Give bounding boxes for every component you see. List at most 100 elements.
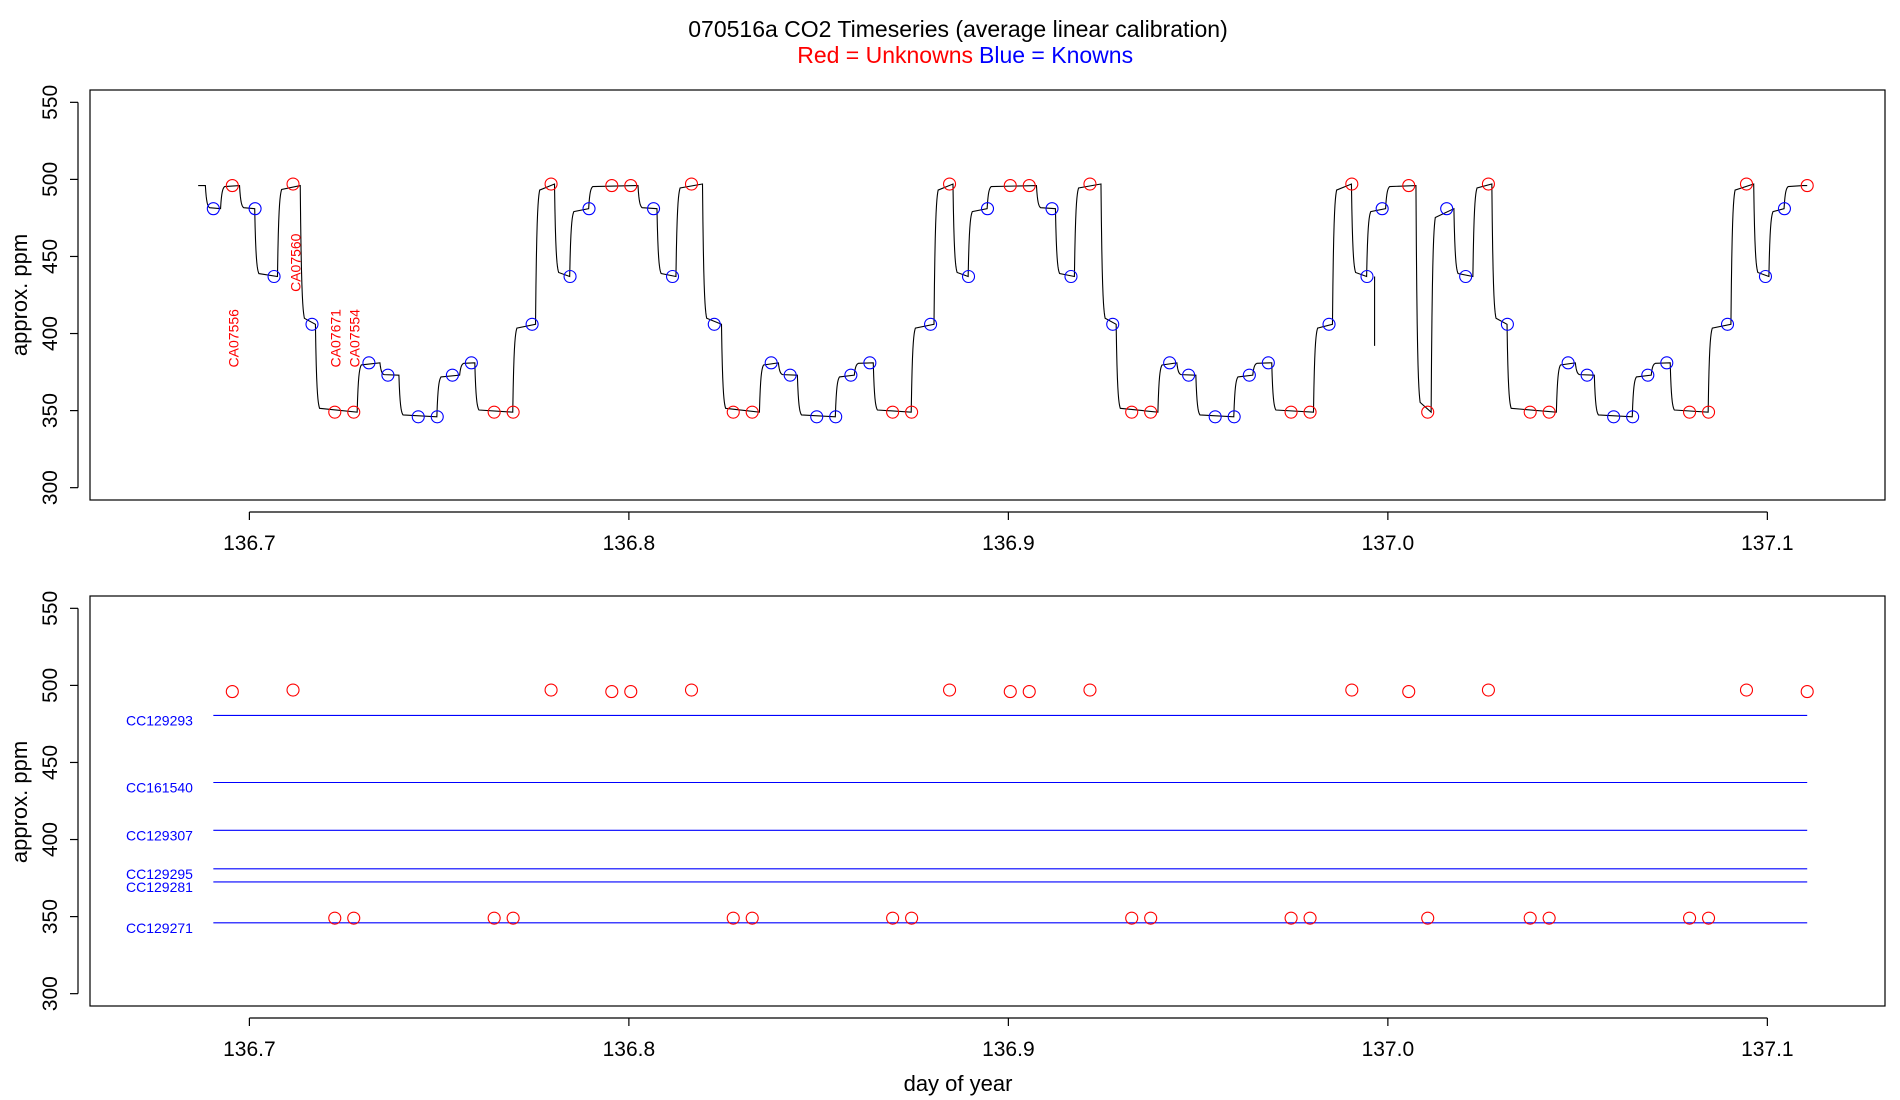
unknown-point [347, 911, 361, 925]
known-point [1064, 269, 1078, 284]
known-point [430, 410, 444, 424]
unknown-point [1701, 911, 1716, 925]
unknown-point [684, 683, 699, 697]
y-tick-label: 350 [39, 899, 62, 934]
unknown-point [905, 911, 919, 925]
known-point [863, 356, 877, 370]
known-point [1360, 269, 1374, 284]
known-point [924, 317, 938, 331]
known-point [665, 269, 680, 284]
bottom-plot-area: CC129293 CC161540 CC129307 CC129295CC129281… [126, 683, 1814, 936]
known-point [961, 269, 976, 284]
unknown-point [328, 405, 342, 419]
x-tick-label: 137.1 [1741, 532, 1794, 555]
unknown-point [487, 911, 501, 925]
known-point [1163, 356, 1177, 370]
known-point [829, 410, 843, 424]
known-point [1500, 317, 1514, 331]
unknown-point [684, 177, 699, 191]
unknown-point [1542, 911, 1556, 925]
unknown-point [726, 405, 740, 419]
unknown-point [1003, 685, 1017, 699]
chart-title: 070516a CO2 Timeseries (average linear c… [688, 16, 1228, 42]
x-tick-label: 136.7 [223, 1038, 276, 1061]
unknown-point [286, 683, 300, 697]
known-point [1440, 202, 1454, 216]
known-point [381, 368, 395, 382]
unknown-point [1739, 683, 1754, 697]
unknown-point [1083, 683, 1097, 697]
x-tick-label: 137.0 [1362, 532, 1415, 555]
y-tick-label: 500 [39, 162, 62, 197]
sample-label-ca07554: CA07554 [347, 309, 363, 368]
bottom-y-axis: 300 350 400 450 500 550 [39, 591, 79, 1011]
unknown-point [745, 911, 759, 925]
subtitle-unknowns: Red = Unknowns [797, 42, 973, 68]
unknown-point [605, 685, 619, 699]
known-point [445, 368, 459, 382]
known-point [411, 410, 425, 424]
bottom-x-axis-title: day of year [904, 1071, 1013, 1096]
known-point [582, 202, 596, 216]
known-point [1208, 410, 1222, 424]
sample-label-ca07671: CA07671 [328, 309, 344, 368]
standard-label-cc129271: CC129271 [126, 920, 193, 936]
known-point [563, 269, 577, 284]
subtitle-knowns: Blue = Knowns [979, 42, 1133, 68]
y-tick-label: 350 [39, 393, 62, 428]
unknown-point [225, 685, 239, 699]
known-point [1720, 317, 1735, 331]
unknown-point [1542, 405, 1556, 419]
unknown-point [1022, 685, 1036, 699]
unknown-point [1421, 911, 1435, 925]
unknown-point [225, 179, 239, 193]
unknown-point [943, 683, 957, 697]
unknown-point [1003, 179, 1017, 193]
known-point [810, 410, 824, 424]
unknown-point [1125, 405, 1139, 419]
unknown-point [1022, 179, 1036, 193]
bottom-x-axis: 136.7 136.8 136.9 137.0 137.1 [223, 1017, 1794, 1061]
known-point [1242, 368, 1256, 382]
standard-label-cc129307: CC129307 [126, 827, 193, 843]
known-point [1561, 356, 1575, 370]
known-point [1607, 410, 1621, 424]
unknown-point [286, 177, 300, 191]
bottom-plot-frame [89, 595, 1886, 1007]
known-point [764, 356, 778, 370]
unknown-point [1125, 911, 1139, 925]
unknown-point [487, 405, 501, 419]
known-point [248, 202, 262, 216]
unknown-point [1284, 405, 1298, 419]
known-point [1182, 368, 1196, 382]
unknown-point [726, 911, 740, 925]
y-tick-label: 550 [39, 85, 62, 120]
known-point [1758, 269, 1773, 284]
unknown-point [1683, 405, 1697, 419]
unknown-point [1683, 911, 1697, 925]
unknown-point [1345, 177, 1359, 191]
top-y-axis-title: approx. ppm [7, 234, 32, 356]
known-point [1626, 410, 1640, 424]
standard-label-cc129295: CC129295 [126, 866, 193, 882]
x-tick-label: 136.8 [603, 532, 656, 555]
unknown-point [1800, 685, 1814, 699]
y-tick-label: 450 [39, 239, 62, 274]
known-point [844, 368, 858, 382]
unknown-point [905, 405, 919, 419]
standard-label-cc129293: CC129293 [126, 712, 193, 728]
known-point [783, 368, 797, 382]
unknown-point [544, 177, 558, 191]
y-tick-label: 400 [39, 316, 62, 351]
y-tick-label: 500 [39, 668, 62, 703]
x-tick-label: 137.1 [1741, 1038, 1794, 1061]
y-tick-label: 550 [39, 591, 62, 626]
x-tick-label: 136.8 [603, 1038, 656, 1061]
top-plot-frame [89, 89, 1886, 501]
known-point [206, 202, 220, 216]
standard-label-cc161540: CC161540 [126, 780, 193, 796]
known-point [646, 202, 661, 216]
